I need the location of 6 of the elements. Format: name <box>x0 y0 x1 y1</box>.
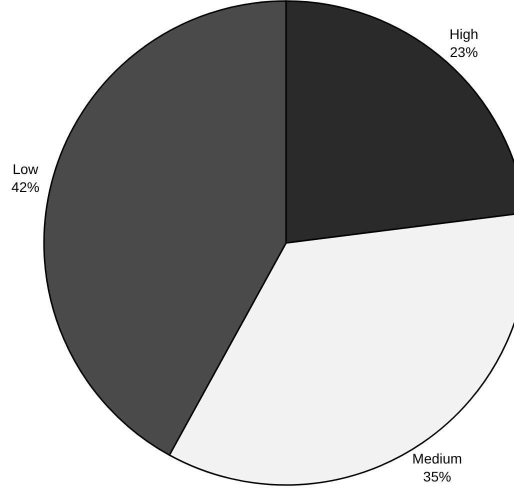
slice-label: Medium <box>412 450 462 466</box>
slice-label: Low <box>12 161 40 178</box>
data-label: 42% <box>11 179 40 196</box>
data-label: 35% <box>423 468 452 484</box>
slice-label: High <box>449 26 478 42</box>
data-label: 23% <box>450 44 478 60</box>
